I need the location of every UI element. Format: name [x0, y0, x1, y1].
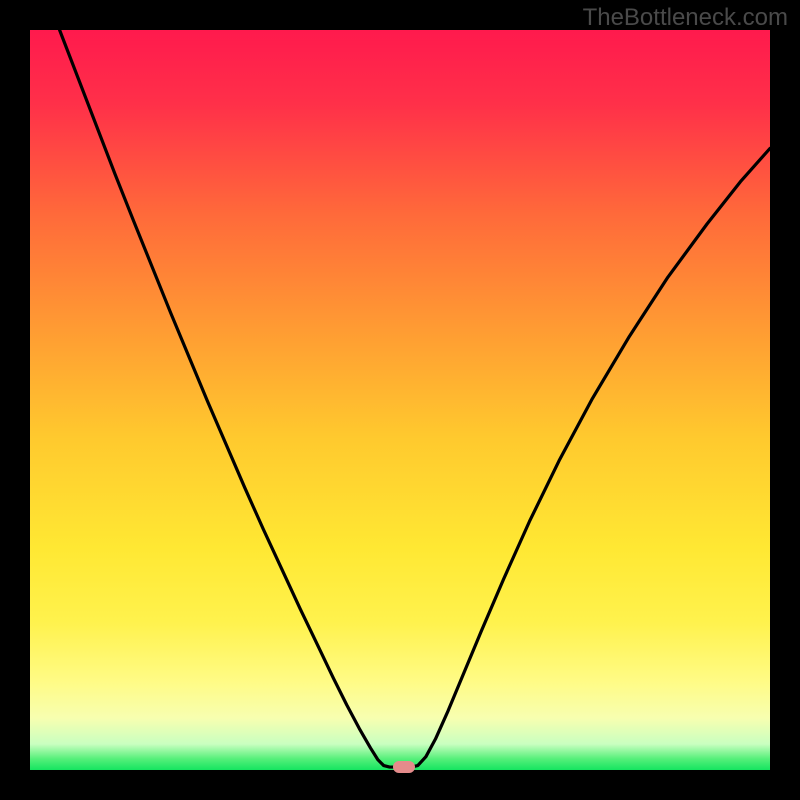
bottleneck-curve	[30, 30, 770, 770]
chart-container: TheBottleneck.com	[0, 0, 800, 800]
watermark-text: TheBottleneck.com	[583, 4, 788, 32]
optimal-marker	[393, 761, 415, 773]
curve-path	[60, 30, 770, 767]
plot-area	[30, 30, 770, 770]
